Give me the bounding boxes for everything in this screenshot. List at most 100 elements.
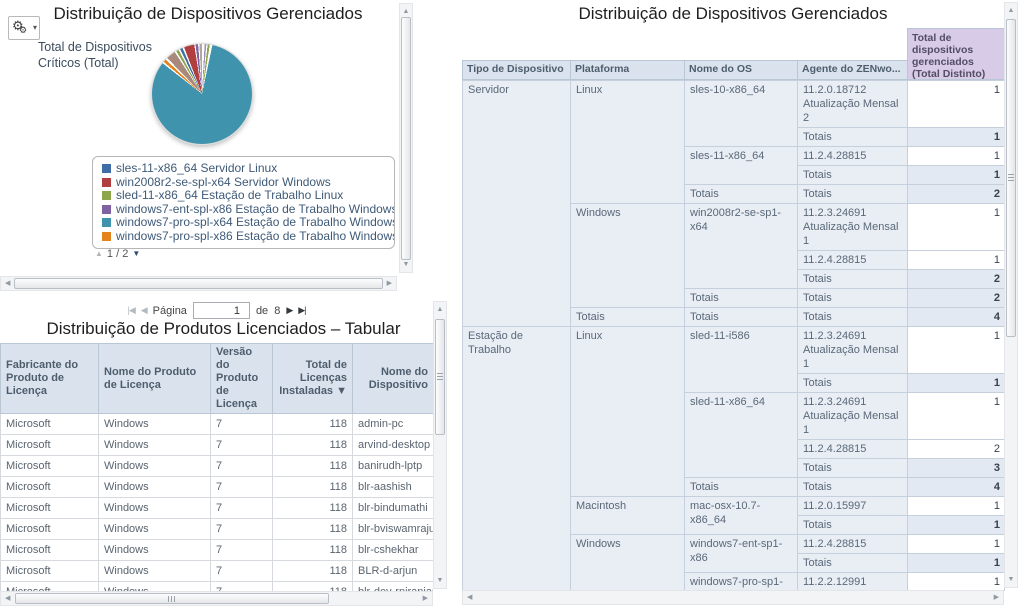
devices-column-header[interactable]: Nome do OS xyxy=(684,60,798,80)
legend-label: windows7-pro-spl-x64 Estação de Trabalho… xyxy=(116,215,395,229)
scrollbar-thumb[interactable] xyxy=(1006,19,1016,337)
scroll-right-icon[interactable]: ▶ xyxy=(386,280,392,287)
devices-cell: 1 xyxy=(907,392,1005,440)
products-vertical-scrollbar[interactable]: ▲ ▼ xyxy=(433,301,447,589)
products-cell: Windows xyxy=(98,434,211,456)
products-cell: Microsoft xyxy=(0,560,99,582)
products-cell: Windows xyxy=(98,518,211,540)
scroll-left-icon[interactable]: ◀ xyxy=(467,594,473,601)
scroll-up-icon[interactable]: ▲ xyxy=(436,306,444,313)
devices-column-header[interactable]: Agente do ZENwo... xyxy=(797,60,908,80)
legend-item: windows7-pro-spl-x64 Estação de Trabalho… xyxy=(102,215,395,230)
devices-cell: 11.2.4.28815 xyxy=(797,534,908,554)
scroll-right-icon[interactable]: ▶ xyxy=(993,594,999,601)
devices-cell: 11.2.3.24691 Atualização Mensal 1 xyxy=(797,326,908,374)
products-cell: 118 xyxy=(272,413,353,435)
legend-next-page-icon[interactable]: ▼ xyxy=(132,249,141,258)
devices-cell: Totais xyxy=(797,477,908,497)
products-cell: blr-bviswamraju xyxy=(352,518,433,540)
products-cell: Microsoft xyxy=(0,434,99,456)
devices-cell: Totais xyxy=(797,458,908,478)
next-page-icon[interactable]: ▶ xyxy=(286,305,293,315)
panel-menu-button[interactable]: ⚙ ⚙ ▾ xyxy=(8,16,40,40)
products-cell: Windows xyxy=(98,455,211,477)
products-cell: 7 xyxy=(210,539,273,561)
products-cell: blr-aashish xyxy=(352,476,433,498)
gear-icon: ⚙ xyxy=(12,18,24,33)
scroll-left-icon[interactable]: ◀ xyxy=(5,595,11,602)
devices-cell: 11.2.0.18712 Atualização Mensal 2 xyxy=(797,80,908,128)
products-cell: Microsoft xyxy=(0,581,99,591)
devices-column-header[interactable]: Total de dispositivos gerenciados (Total… xyxy=(907,28,1005,80)
legend-label: windows7-pro-spl-x86 Estação de Trabalho… xyxy=(116,228,395,243)
scrollbar-thumb[interactable] xyxy=(14,278,383,289)
products-cell: 7 xyxy=(210,560,273,582)
devices-table-header: Tipo de Dispositivo Plataforma Nome do OS A… xyxy=(462,28,1007,80)
products-column-header[interactable]: Nome do Produto de Licença xyxy=(98,343,211,414)
pie-panel-vertical-scrollbar[interactable]: ▲ ▼ xyxy=(399,3,413,273)
devices-column-header[interactable]: Tipo de Dispositivo xyxy=(462,60,571,80)
products-cell: Windows xyxy=(98,413,211,435)
devices-cell: 1 xyxy=(907,127,1005,147)
products-cell: 118 xyxy=(272,476,353,498)
prev-page-icon[interactable]: ◀ xyxy=(140,305,148,315)
products-column-header[interactable]: Versão do Produto de Licença xyxy=(210,343,273,414)
devices-cell: 2 xyxy=(907,288,1005,308)
devices-cell: sled-11-x86_64 xyxy=(684,392,798,478)
devices-cell: 1 xyxy=(907,203,1005,251)
scrollbar-thumb[interactable] xyxy=(401,17,411,260)
devices-cell: Macintosh xyxy=(570,496,685,535)
scroll-left-icon[interactable]: ◀ xyxy=(5,280,11,287)
pie-panel-horizontal-scrollbar[interactable]: ◀ ▶ xyxy=(0,276,397,291)
devices-cell: 2 xyxy=(907,184,1005,204)
products-cell: 7 xyxy=(210,518,273,540)
devices-vertical-scrollbar[interactable]: ▲ ▼ xyxy=(1004,2,1018,588)
managed-devices-panel: Distribuição de Dispositivos Gerenciados… xyxy=(462,0,1018,610)
products-column-header[interactable]: Nome do Dispositivo xyxy=(352,343,433,414)
products-cell: Windows xyxy=(98,560,211,582)
products-cell: 118 xyxy=(272,455,353,477)
page-number-input[interactable] xyxy=(192,302,250,319)
scroll-right-icon[interactable]: ▶ xyxy=(422,595,428,602)
devices-table-title: Distribuição de Dispositivos Gerenciados xyxy=(578,4,888,23)
table-row: Microsoft Windows 7 118 blr-bindumathi xyxy=(0,497,433,519)
devices-cell: 1 xyxy=(907,515,1005,535)
products-cell: blr-dev-rniranjar xyxy=(352,581,433,591)
scroll-down-icon[interactable]: ▼ xyxy=(436,577,444,584)
scroll-up-icon[interactable]: ▲ xyxy=(402,8,410,15)
devices-cell: 11.2.3.24691 Atualização Mensal 1 xyxy=(797,392,908,440)
last-page-icon[interactable]: ▶| xyxy=(298,305,306,315)
devices-cell: 2 xyxy=(907,269,1005,289)
devices-table-wrap: Servidor Linux sles-10-x86_64 11.2.0.18712 … xyxy=(462,80,1007,591)
devices-cell: 1 xyxy=(907,250,1005,270)
scroll-up-icon[interactable]: ▲ xyxy=(1007,7,1015,14)
products-horizontal-scrollbar[interactable]: ◀ ▶ xyxy=(0,591,433,606)
legend-label: sles-11-x86_64 Servidor Linux xyxy=(116,161,278,175)
scroll-down-icon[interactable]: ▼ xyxy=(402,261,410,268)
licensed-products-panel: |◀ ◀ Página de 8 ▶ ▶| Distribuição de Pr… xyxy=(0,299,447,610)
legend-swatch xyxy=(102,164,111,174)
devices-cell: 11.2.4.28815 xyxy=(797,439,908,459)
legend-prev-page-icon[interactable]: ▲ xyxy=(95,249,103,258)
products-column-header[interactable]: Fabricante do Produto de Licença xyxy=(0,343,99,414)
devices-cell: Linux xyxy=(570,326,685,497)
products-column-header[interactable]: Total de Licenças Instaladas ▼ xyxy=(272,343,353,414)
first-page-icon[interactable]: |◀ xyxy=(127,305,135,315)
products-cell: 118 xyxy=(272,560,353,582)
table-row: Microsoft Windows 7 118 banirudh-lptp xyxy=(0,455,433,477)
scrollbar-thumb[interactable] xyxy=(435,319,445,435)
devices-cell: Windows xyxy=(570,534,685,591)
devices-cell: 11.2.4.28815 xyxy=(797,250,908,270)
scroll-down-icon[interactable]: ▼ xyxy=(1007,576,1015,583)
legend-item: sles-11-x86_64 Servidor Linux xyxy=(102,161,394,176)
devices-cell: 11.2.3.24691 Atualização Mensal 1 xyxy=(797,203,908,251)
products-cell: 118 xyxy=(272,518,353,540)
devices-horizontal-scrollbar[interactable]: ◀ ▶ xyxy=(462,590,1004,605)
devices-column-header[interactable]: Plataforma xyxy=(570,60,685,80)
devices-cell: win2008r2-se-sp1-x64 xyxy=(684,203,798,289)
scrollbar-thumb[interactable] xyxy=(15,593,329,604)
total-pages: 8 xyxy=(274,304,281,317)
page-label: Página xyxy=(152,304,187,317)
devices-cell: Totais xyxy=(684,288,798,308)
page-of-label: de xyxy=(255,304,269,317)
